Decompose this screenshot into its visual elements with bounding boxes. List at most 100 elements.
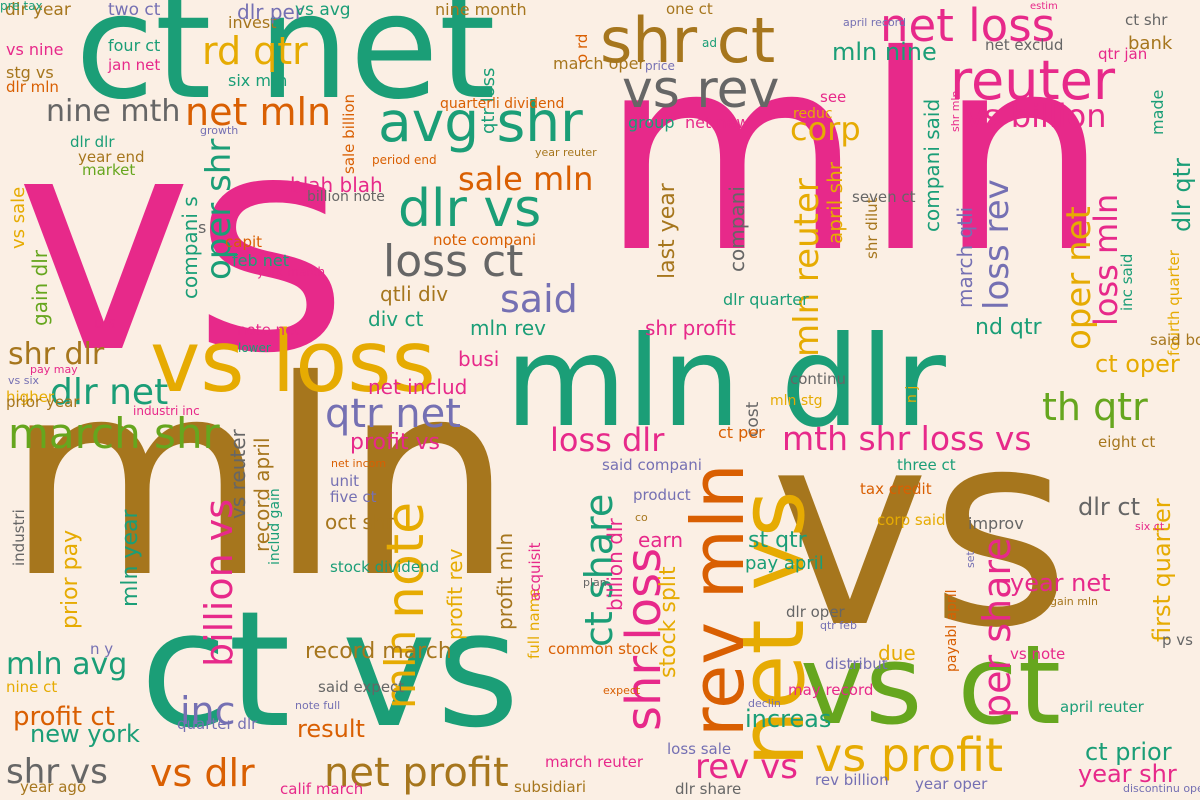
cloud-word-mln-nine: mln nine <box>832 38 937 66</box>
cloud-word-feb-net: feb net <box>232 251 289 270</box>
cloud-word-declin: declin <box>748 697 781 710</box>
cloud-word-mln: mln <box>5 322 515 637</box>
cloud-word-five-ct: five ct <box>330 488 377 506</box>
cloud-word-stg-vs: stg vs <box>6 63 54 82</box>
cloud-word-dlr-year: dlr year <box>5 0 71 20</box>
cloud-word-shr-ct: shr ct <box>600 4 776 77</box>
cloud-word-net-mln: net mln <box>185 90 332 134</box>
cloud-word-vs-note: vs note <box>1010 645 1066 663</box>
cloud-word-oct-shr: oct shr <box>325 510 394 534</box>
cloud-word-calif-march: calif march <box>280 780 364 798</box>
cloud-word-said-compani: said compani <box>602 456 702 474</box>
cloud-word-common-stock: common stock <box>548 640 658 658</box>
cloud-word-u-s: u s <box>94 314 117 332</box>
cloud-word-higher: higher <box>6 388 55 406</box>
cloud-word-said-board: said board <box>1150 331 1200 349</box>
cloud-word-billion-note: billion note <box>307 189 385 205</box>
cloud-word-mln: mln <box>600 0 1110 312</box>
cloud-word-year-ago: year ago <box>20 778 87 796</box>
cloud-word-vs-reuter: vs reuter <box>226 429 250 519</box>
cloud-word-quarterli-dividend: quarterli dividend <box>440 96 565 112</box>
cloud-word-dlr-oper: dlr oper <box>786 603 845 621</box>
cloud-word-two-ct: two ct <box>108 0 161 20</box>
cloud-word-o-rd: o rd <box>573 33 591 63</box>
cloud-word-shr-dilut: shr dilut <box>863 197 881 259</box>
cloud-word-busi: busi <box>458 347 500 371</box>
cloud-word-prior-pay: prior pay <box>58 529 83 629</box>
cloud-word-set: set <box>964 551 977 568</box>
cloud-word-distribut: distribut <box>825 655 888 673</box>
cloud-word-dlr-per: dlr per <box>237 0 304 24</box>
cloud-word-march-oper: march oper <box>553 54 646 73</box>
cloud-word-stock-dividend: stock dividend <box>330 558 440 576</box>
cloud-word-rev-mln: rev mln <box>676 463 760 737</box>
cloud-word-shr-profit: shr profit <box>645 316 736 340</box>
cloud-word-includ-gain: includ gain <box>267 488 283 565</box>
cloud-word-qtr-net: qtr net <box>325 391 461 437</box>
cloud-word-profit-mln: profit mln <box>493 532 517 630</box>
cloud-word-ct-prior: ct prior <box>1085 738 1172 766</box>
cloud-word-net-profit: net profit <box>324 750 509 796</box>
cloud-word-market: market <box>82 161 136 179</box>
cloud-word-net-new: net new <box>685 113 750 132</box>
cloud-word-pay-may: pay may <box>30 363 78 376</box>
cloud-word-billion-vs: billion vs <box>197 498 241 667</box>
cloud-word-note-compani: note compani <box>433 231 536 249</box>
cloud-word-qtli-div: qtli div <box>380 282 449 306</box>
cloud-word-six-ct: six ct <box>1135 520 1165 533</box>
cloud-word-vs-rev: vs rev <box>622 60 780 120</box>
cloud-word-dlr-dlr: dlr dlr <box>70 133 115 151</box>
cloud-word-rev-billion: rev billion <box>815 771 889 789</box>
cloud-word-said-expect: said expect <box>318 678 405 696</box>
cloud-word-lower: lower <box>238 341 271 355</box>
cloud-word-div-ct: div ct <box>368 307 424 331</box>
cloud-word-n-j: n j <box>904 385 920 403</box>
cloud-word-acquisit: acquisit <box>526 542 544 602</box>
cloud-word-industri-inc: industri inc <box>133 404 200 418</box>
cloud-word-increas: increas <box>745 705 832 733</box>
cloud-word-sale-mln: sale mln <box>458 160 594 198</box>
cloud-word-march-qtli: march qtli <box>953 206 977 308</box>
cloud-word-mln-dlr: mln dlr <box>505 310 946 455</box>
cloud-word-rd-qtr: rd qtr <box>202 29 308 73</box>
cloud-word-tax-credit: tax credit <box>860 480 932 498</box>
cloud-word-loss-dlr: loss dlr <box>550 421 665 459</box>
cloud-word-shr-vs: shr vs <box>6 752 108 792</box>
cloud-word-per-share: per share <box>975 537 1019 718</box>
cloud-word-ct-oper: ct oper <box>1095 350 1180 378</box>
cloud-word-dlr-ct: dlr ct <box>1078 493 1141 521</box>
cloud-word-improv: improv <box>968 514 1024 533</box>
cloud-word-billion-dlr: billion dlr <box>603 518 627 611</box>
cloud-word-vs-dlr: vs dlr <box>150 751 255 795</box>
cloud-word-capit: capit <box>225 233 263 251</box>
cloud-word-pre-tax: pre tax <box>0 0 43 13</box>
cloud-word-vs-profit: vs profit <box>815 728 1004 782</box>
cloud-word-dlr-qtr: dlr qtr <box>1168 158 1196 232</box>
cloud-word-mth-shr-loss-vs: mth shr loss vs <box>782 419 1032 458</box>
cloud-word-gain-mln: gain mln <box>1050 595 1098 608</box>
cloud-word-dlr-vs: dlr vs <box>398 179 542 239</box>
cloud-word-loss-sale: loss sale <box>667 740 732 758</box>
cloud-word-made: made <box>1148 89 1167 135</box>
cloud-word-march-shr: march shr <box>8 409 220 458</box>
cloud-word-year-oper: year oper <box>915 775 988 793</box>
cloud-word-mln-avg: mln avg <box>6 647 128 682</box>
cloud-word-growth: growth <box>200 124 239 137</box>
cloud-word-qtr-jan: qtr jan <box>1098 45 1148 63</box>
cloud-word-ct-net: ct net <box>75 0 496 132</box>
cloud-word-vs-ct: vs ct <box>800 621 1061 749</box>
cloud-word-invest: invest <box>228 13 277 32</box>
cloud-word-avg-shr: avg shr <box>378 90 583 154</box>
cloud-word-period-end: period end <box>372 153 437 167</box>
cloud-word-price: price <box>645 59 675 73</box>
cloud-word-dlr-share: dlr share <box>675 780 742 798</box>
cloud-word-group: group <box>628 113 675 132</box>
cloud-word-ct-vs: ct vs <box>140 576 520 763</box>
cloud-word-prior-year: prior year <box>6 393 80 411</box>
cloud-word-eight-ct: eight ct <box>1098 433 1156 451</box>
cloud-word-blah-blah: blah blah <box>290 173 383 197</box>
cloud-word-profit-rev: profit rev <box>443 548 467 640</box>
cloud-word-mln-reuter: mln reuter <box>787 178 827 357</box>
cloud-word-april-reuter: april reuter <box>1060 698 1144 716</box>
